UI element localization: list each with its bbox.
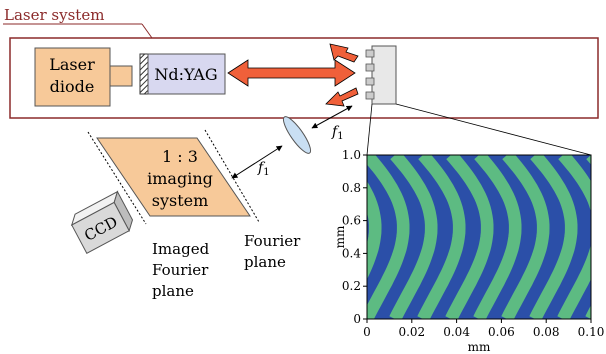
- grating-ridge-3: [365, 77, 375, 86]
- stripe-band: [445, 155, 494, 319]
- x-tick-label: 0.10: [578, 325, 605, 339]
- focal-arrow-upper: [311, 105, 353, 129]
- zoom-line-right: [395, 103, 592, 156]
- stripe-band: [585, 155, 591, 319]
- ndyag-crystal-label: Nd:YAG: [154, 65, 217, 84]
- laser-system-group: Laser system Laser diode Nd:YAG: [3, 6, 599, 119]
- stripe-band: [417, 155, 466, 319]
- y-tick-label: 0.2: [342, 279, 361, 293]
- x-tick-label: 0.08: [533, 325, 560, 339]
- imaging-system-label-line2: imaging: [147, 169, 213, 188]
- imaged-fourier-label-line3: plane: [152, 282, 194, 300]
- x-tick-label: 0.02: [398, 325, 425, 339]
- grating-ridge-4: [365, 91, 375, 100]
- stripe-band: [367, 155, 410, 319]
- laser-diode-box: [34, 47, 111, 107]
- plot-frame: [366, 154, 592, 320]
- x-tick-label: 0: [363, 325, 371, 339]
- beam-double-arrow: [227, 59, 356, 87]
- y-tick-label: 0.4: [342, 246, 361, 260]
- ndyag-crystal-box: [147, 53, 226, 95]
- laser-diode-label-line1: Laser: [49, 55, 95, 74]
- laser-diode-emitter: [109, 65, 133, 87]
- diffracted-arrow-down: [325, 87, 359, 107]
- imaged-fourier-label-line2: Fourier: [152, 261, 209, 279]
- diffracted-arrow-up: [329, 43, 359, 63]
- ccd-camera: CCD: [70, 190, 134, 254]
- fourier-label-line1: Fourier: [244, 232, 301, 250]
- stripe-layer: [367, 155, 591, 319]
- y-tick-layer: 0 0.2 0.4 0.6 0.8 1.0: [342, 148, 367, 326]
- stripe-band: [367, 181, 382, 280]
- imaging-system-label-line1: 1 : 3: [162, 147, 198, 166]
- x-tick-layer: 0 0.02 0.04 0.06 0.08 0.10: [363, 319, 604, 339]
- y-tick-label: 0.8: [342, 181, 361, 195]
- grating-ridge-1: [365, 49, 375, 58]
- laser-diode-label-line2: diode: [50, 77, 95, 96]
- stripe-band: [529, 155, 578, 319]
- grating-ridge-2: [365, 63, 375, 72]
- fourier-plane-line: [204, 129, 260, 223]
- laser-system-frame: [9, 37, 599, 119]
- y-axis-label: mm: [333, 225, 347, 248]
- laser-system-title-leader: [141, 23, 153, 39]
- stripe-band: [557, 155, 591, 319]
- laser-system-title: Laser system: [4, 6, 104, 24]
- x-axis-label: mm: [468, 340, 491, 354]
- crystal-mirror-coating: [139, 53, 149, 95]
- stripe-band: [389, 155, 438, 319]
- focal-arrow-lower: [231, 145, 283, 179]
- stripe-plot: 0 0.2 0.4 0.6 0.8 1.0 0 0.02 0.04 0.06 0.08 0.10 m…: [333, 148, 604, 354]
- zoom-line-left: [366, 103, 373, 156]
- imaged-fourier-label-line1: Imaged: [152, 240, 210, 258]
- y-tick-label: 0.6: [342, 214, 361, 228]
- focal-label-lower: f1: [257, 160, 270, 178]
- fourier-lens: [282, 116, 312, 154]
- imaging-system-label-line3: system: [152, 191, 209, 210]
- imaging-system-box: [96, 137, 251, 217]
- x-tick-label: 0.06: [488, 325, 515, 339]
- fourier-label-line2: plane: [244, 253, 286, 271]
- y-tick-label: 1.0: [342, 148, 361, 162]
- stripe-band: [473, 155, 522, 319]
- focal-label-upper: f1: [331, 124, 344, 142]
- x-tick-label: 0.04: [443, 325, 470, 339]
- grating-element: [371, 45, 397, 105]
- stripe-band: [501, 155, 550, 319]
- y-tick-label: 0: [353, 312, 361, 326]
- ccd-front-face: [71, 201, 130, 254]
